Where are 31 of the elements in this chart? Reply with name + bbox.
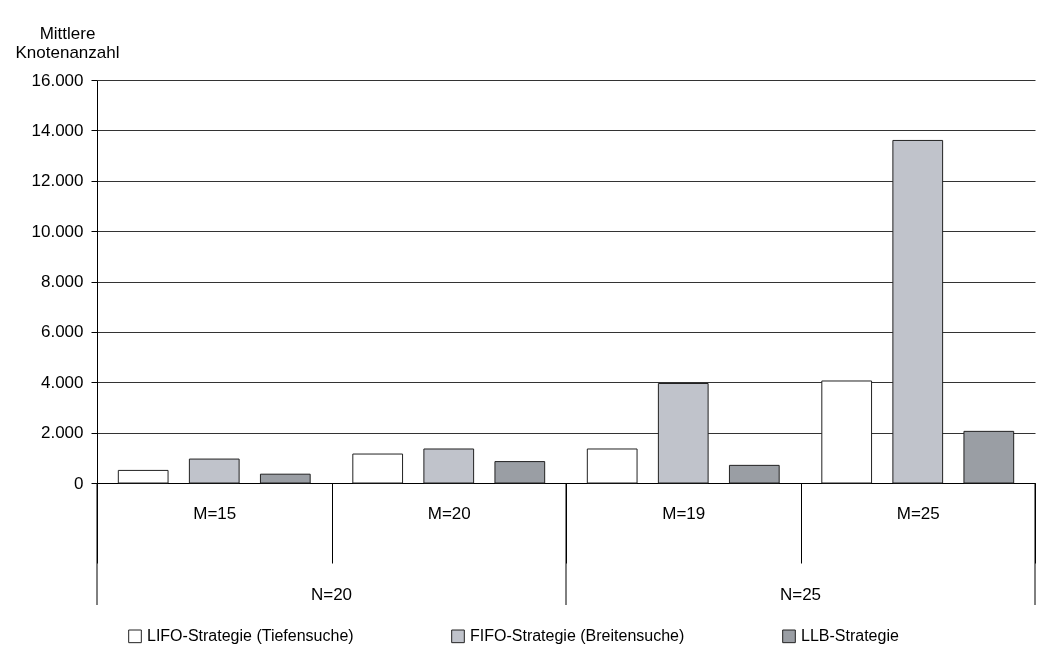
bar [494, 461, 546, 484]
legend-label: FIFO-Strategie (Breitensuche) [470, 627, 685, 645]
x-tick-label: M=15 [193, 503, 237, 523]
bar [657, 383, 709, 484]
bar [423, 448, 475, 484]
y-tick-label: 14.000 [31, 120, 84, 140]
legend-label: LLB-Strategie [801, 627, 899, 645]
bar [821, 380, 873, 484]
y-tick-label: 12.000 [31, 171, 84, 191]
bar [963, 430, 1015, 484]
y-tick-label: 0 [74, 473, 84, 493]
y-tick-label: 2.000 [40, 423, 84, 443]
text: N=25 [779, 585, 822, 604]
x-tick-label: M=25 [896, 503, 940, 523]
y-tick-label: 10.000 [31, 221, 84, 241]
bar [728, 464, 780, 484]
bar [586, 448, 638, 484]
bar [892, 139, 944, 484]
y-tick-label: 16.000 [31, 70, 84, 90]
bar [188, 458, 240, 484]
legend-label: LIFO-Strategie (Tiefensuche) [147, 627, 354, 645]
x-tick-label: M=19 [662, 503, 706, 523]
y-axis-title: Mittlere Knotenanzahl [15, 23, 120, 62]
x-tick-label: M=20 [427, 503, 471, 523]
y-tick-label: 8.000 [40, 272, 84, 291]
bar [259, 473, 311, 484]
bar [352, 453, 404, 484]
y-tick-label: 4.000 [40, 372, 84, 392]
text: N=20 [310, 585, 353, 604]
bar [117, 469, 169, 484]
y-tick-label: 6.000 [40, 322, 84, 342]
